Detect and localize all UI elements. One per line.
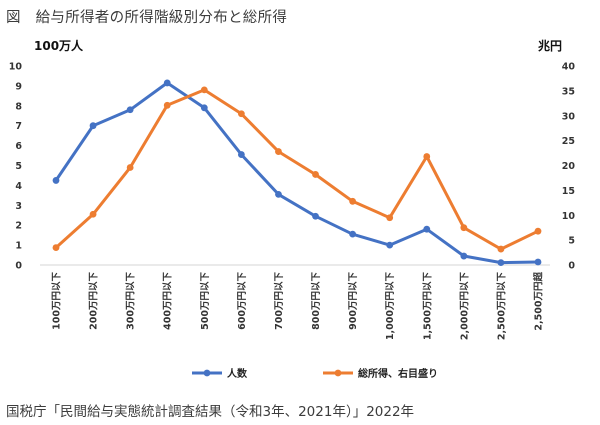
x-tick-label: 2,000万円以下 [459, 272, 470, 341]
data-point [349, 230, 357, 238]
source-note: 国税庁「民間給与実態統計調査結果（令和3年、2021年）」2022年 [6, 404, 415, 420]
left-y-tick-label: 2 [15, 221, 22, 232]
data-point [89, 122, 97, 130]
x-tick-label: 400万円以下 [163, 272, 174, 330]
x-tick-label: 200万円以下 [89, 272, 100, 330]
x-tick-label: 600万円以下 [237, 272, 248, 330]
figure-title: 図 給与所得者の所得階級別分布と総所得 [6, 10, 288, 26]
data-point [497, 245, 505, 253]
x-tick-label: 1,000万円以下 [385, 272, 396, 341]
x-tick-label: 500万円以下 [200, 272, 211, 330]
legend-swatch-marker [203, 369, 211, 377]
data-point [312, 171, 319, 178]
series-line [54, 81, 540, 265]
data-point [52, 177, 60, 184]
data-point [275, 190, 282, 198]
data-point [423, 225, 431, 233]
right-y-tick-label: 20 [562, 161, 576, 172]
left-y-tick-label: 5 [15, 161, 22, 172]
data-point [386, 214, 394, 222]
left-y-tick-label: 9 [15, 81, 22, 92]
legend: 人数 総所得、右目盛り [192, 367, 438, 380]
left-y-tick-label: 8 [15, 101, 22, 112]
left-y-tick-label: 3 [15, 201, 22, 212]
data-point [237, 151, 245, 158]
data-point [312, 212, 319, 220]
data-point [126, 164, 134, 171]
x-tick-label: 100万円以下 [52, 272, 63, 330]
x-tick-label: 2,500万円以下 [496, 272, 507, 341]
data-point [163, 101, 171, 109]
left-y-tick-label: 7 [15, 121, 22, 132]
right-y-tick-label: 40 [562, 62, 576, 73]
data-point [423, 153, 431, 160]
right-y-tick-label: 10 [562, 211, 576, 222]
data-point [89, 210, 97, 218]
x-tick-label: 300万円以下 [126, 272, 137, 330]
left-y-tick-label: 0 [15, 261, 22, 272]
left-y-tick-label: 6 [15, 141, 22, 152]
data-point [534, 258, 542, 266]
right-axis-unit: 兆円 [538, 38, 562, 53]
data-point [497, 259, 505, 267]
left-y-tick-label: 4 [15, 181, 22, 192]
x-tick-label: 2,500万円超 [533, 272, 545, 331]
data-point [349, 197, 357, 205]
data-point [460, 252, 468, 260]
right-y-tick-label: 30 [562, 111, 576, 122]
data-point [126, 106, 134, 114]
x-tick-label: 1,500万円以下 [422, 272, 433, 341]
data-point [200, 86, 208, 94]
data-point [237, 110, 245, 118]
right-y-tick-label: 0 [568, 261, 575, 272]
right-y-tick-label: 25 [562, 136, 575, 147]
left-y-tick-label: 10 [9, 62, 23, 73]
data-point [275, 148, 282, 155]
series-line [54, 88, 540, 251]
data-point [200, 104, 208, 112]
data-point [460, 224, 468, 232]
legend-label: 総所得、右目盛り [358, 367, 438, 380]
legend-swatch-marker [334, 369, 342, 377]
x-tick-label: 800万円以下 [311, 272, 322, 330]
right-y-tick-label: 35 [562, 86, 575, 97]
left-axis-unit: 100万人 [34, 38, 84, 53]
data-point [163, 79, 171, 87]
legend-label: 人数 [227, 367, 248, 380]
data-point [386, 241, 394, 249]
x-tick-label: 700万円以下 [274, 272, 285, 330]
data-point [52, 244, 60, 251]
right-y-tick-label: 15 [562, 186, 575, 197]
left-y-tick-label: 1 [15, 241, 22, 252]
data-point [534, 227, 542, 235]
x-tick-label: 900万円以下 [348, 272, 359, 330]
right-y-tick-label: 5 [568, 236, 575, 247]
